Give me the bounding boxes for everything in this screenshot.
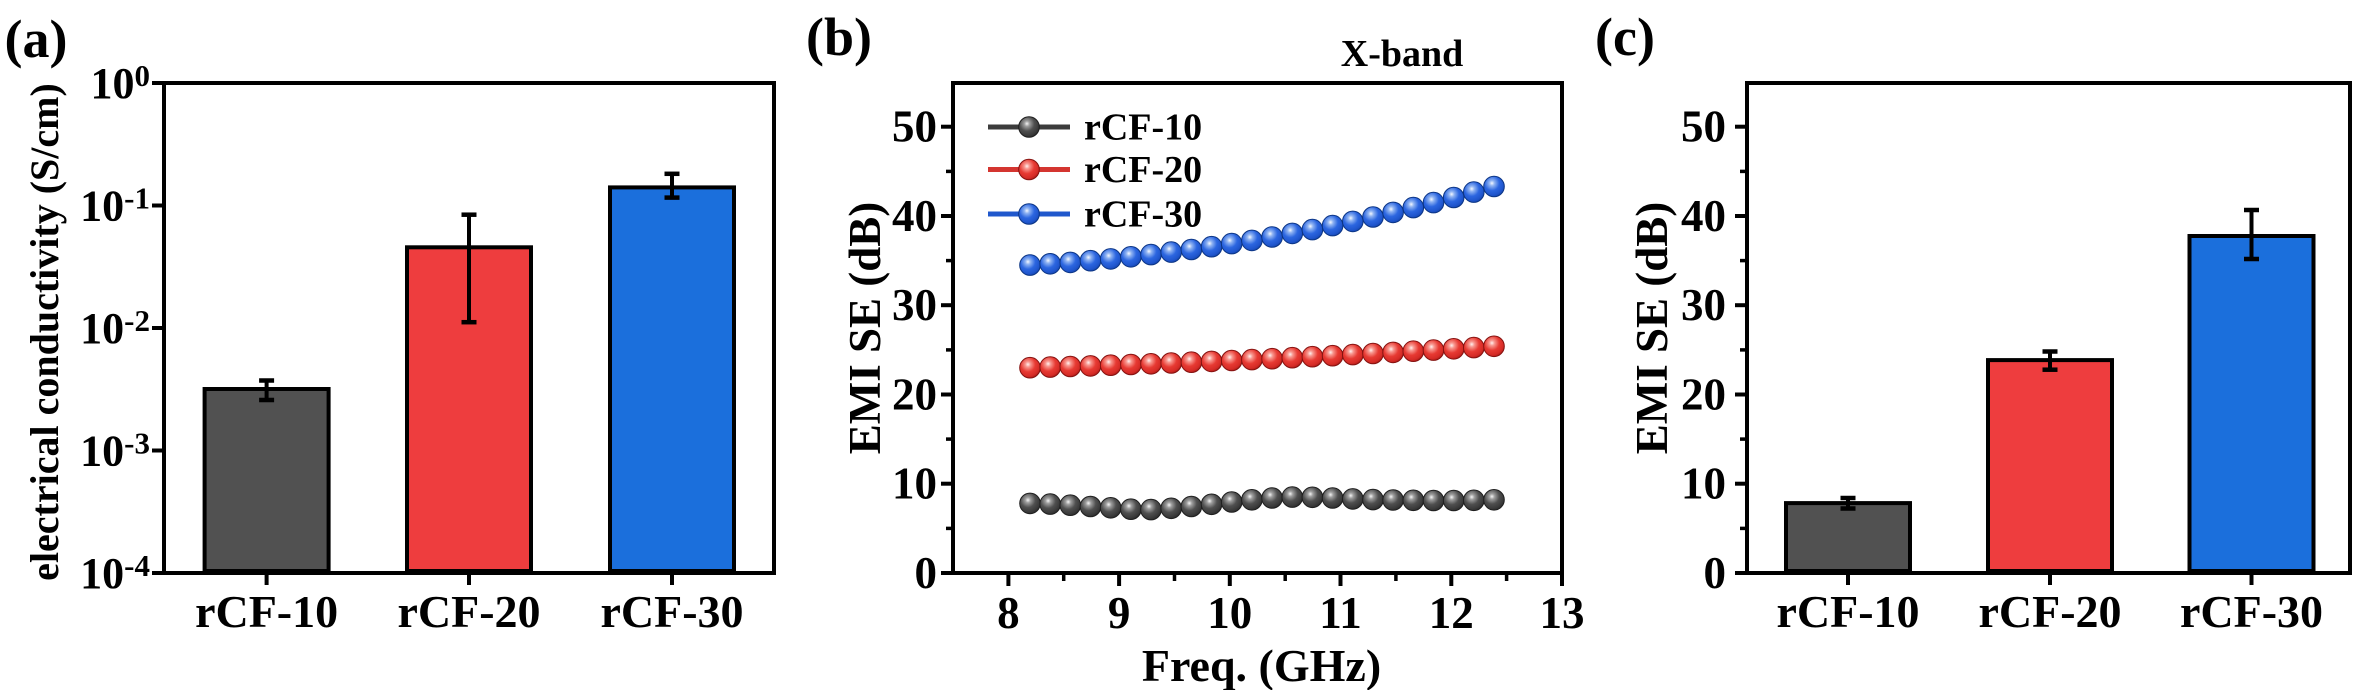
svg-text:rCF-30: rCF-30 — [1084, 194, 1202, 236]
svg-text:20: 20 — [892, 370, 937, 420]
svg-text:30: 30 — [1681, 280, 1726, 330]
svg-text:rCF-20: rCF-20 — [1978, 586, 2121, 637]
svg-text:EMI SE (dB): EMI SE (dB) — [1627, 202, 1677, 455]
svg-text:EMI SE (dB): EMI SE (dB) — [840, 202, 890, 455]
svg-text:rCF-30: rCF-30 — [600, 586, 743, 637]
svg-text:rCF-20: rCF-20 — [397, 586, 540, 637]
svg-text:10-2: 10-2 — [80, 303, 150, 353]
svg-text:40: 40 — [892, 191, 937, 241]
svg-text:11: 11 — [1319, 588, 1362, 638]
svg-text:20: 20 — [1681, 370, 1726, 420]
svg-text:X-band: X-band — [1341, 33, 1464, 75]
svg-text:rCF-10: rCF-10 — [1776, 586, 1919, 637]
svg-text:30: 30 — [892, 280, 937, 330]
svg-text:(c): (c) — [1595, 7, 1655, 67]
svg-text:13: 13 — [1540, 588, 1585, 638]
svg-text:0: 0 — [915, 548, 938, 598]
svg-text:rCF-30: rCF-30 — [2180, 586, 2323, 637]
svg-text:rCF-20: rCF-20 — [1084, 149, 1202, 191]
svg-text:Freq. (GHz): Freq. (GHz) — [1142, 640, 1381, 690]
svg-text:100: 100 — [91, 58, 151, 108]
svg-text:(b): (b) — [806, 7, 872, 67]
svg-text:10: 10 — [1207, 588, 1252, 638]
svg-text:40: 40 — [1681, 191, 1726, 241]
svg-text:electrical conductivity (S/cm): electrical conductivity (S/cm) — [22, 83, 67, 581]
svg-text:50: 50 — [1681, 102, 1726, 152]
svg-text:8: 8 — [997, 588, 1020, 638]
svg-text:10: 10 — [1681, 459, 1726, 509]
svg-text:10-3: 10-3 — [80, 426, 150, 476]
svg-text:0: 0 — [1704, 548, 1727, 598]
svg-text:rCF-10: rCF-10 — [1084, 107, 1202, 149]
svg-text:(a): (a) — [5, 9, 68, 69]
svg-text:rCF-10: rCF-10 — [195, 586, 338, 637]
svg-text:10: 10 — [892, 459, 937, 509]
svg-text:12: 12 — [1429, 588, 1474, 638]
svg-text:50: 50 — [892, 102, 937, 152]
svg-text:9: 9 — [1108, 588, 1131, 638]
